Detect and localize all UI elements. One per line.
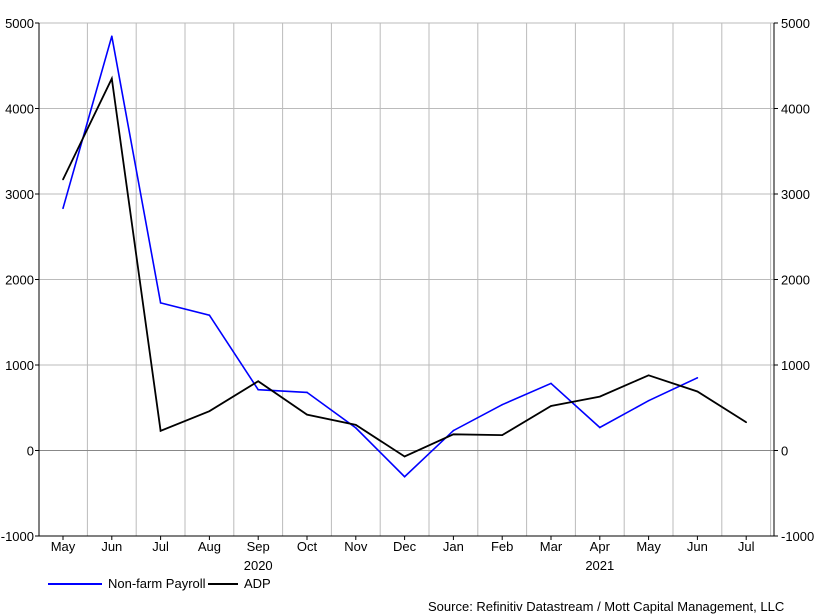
data-point — [452, 433, 455, 436]
axes — [35, 22, 778, 540]
year-label: 2020 — [244, 558, 273, 573]
series-lines — [62, 35, 747, 478]
x-tick-label: Jan — [443, 539, 464, 554]
data-point — [62, 207, 64, 210]
y-tick-label-right: 0 — [781, 444, 788, 459]
legend-swatch-black — [208, 582, 238, 585]
data-point — [208, 410, 211, 412]
data-point — [306, 391, 308, 394]
x-tick-label: Aug — [198, 539, 221, 554]
data-point — [501, 403, 504, 406]
data-point — [62, 178, 64, 181]
y-tick-label-right: 1000 — [781, 358, 810, 373]
x-tick-label: Mar — [540, 539, 563, 554]
y-tick-label-right: 5000 — [781, 16, 810, 31]
data-point — [403, 475, 406, 478]
data-point — [306, 413, 308, 416]
x-tick-label: Dec — [393, 539, 417, 554]
tick-labels: -1000 -1000 0 0 1000 1000 2000 2000 3000 3000 4000… — [1, 16, 815, 573]
y-tick-label-right: 2000 — [781, 273, 810, 288]
y-tick-label-left: 4000 — [5, 102, 34, 117]
data-point — [111, 35, 113, 37]
y-tick-label-left: 2000 — [5, 273, 34, 288]
x-tick-label: Apr — [590, 539, 611, 554]
data-point — [159, 302, 162, 304]
data-point — [696, 377, 699, 379]
data-point — [159, 430, 162, 432]
y-tick-label-left: 1000 — [5, 358, 34, 373]
x-tick-label: Sep — [247, 539, 270, 554]
data-point — [355, 424, 357, 426]
data-point — [208, 314, 211, 316]
data-point — [452, 429, 455, 432]
data-point — [647, 399, 650, 402]
legend-label: ADP — [244, 576, 271, 591]
data-point — [403, 455, 406, 458]
legend-item-non-farm-payroll: Non-farm Payroll — [48, 576, 206, 591]
legend-item-adp: ADP — [208, 576, 271, 591]
x-tick-label: Oct — [297, 539, 318, 554]
data-point — [355, 427, 357, 429]
y-tick-label-left: 0 — [27, 444, 34, 459]
y-tick-label-left: 5000 — [5, 16, 34, 31]
data-point — [501, 434, 504, 436]
data-point — [745, 421, 747, 424]
data-point — [696, 390, 699, 393]
y-tick-label-right: 3000 — [781, 187, 810, 202]
x-tick-label: May — [636, 539, 661, 554]
x-tick-label: Feb — [491, 539, 513, 554]
data-point — [111, 77, 113, 80]
series-line-non-farm-payroll — [62, 35, 698, 478]
data-point — [599, 395, 601, 398]
source-note: Source: Refinitiv Datastream / Mott Capi… — [428, 599, 785, 614]
y-tick-label-right: -1000 — [781, 529, 814, 544]
grid — [39, 22, 774, 536]
x-tick-label: May — [51, 539, 76, 554]
legend-label: Non-farm Payroll — [108, 576, 206, 591]
y-tick-label-left: -1000 — [1, 529, 34, 544]
series-line-adp — [62, 75, 747, 458]
x-tick-label: Nov — [344, 539, 368, 554]
y-tick-label-right: 4000 — [781, 102, 810, 117]
data-point — [257, 388, 260, 391]
x-tick-label: Jun — [101, 539, 122, 554]
data-point — [599, 426, 601, 429]
data-point — [647, 374, 650, 377]
data-point — [550, 405, 552, 407]
y-tick-label-left: 3000 — [5, 187, 34, 202]
x-tick-label: Jul — [738, 539, 755, 554]
x-tick-label: Jun — [687, 539, 708, 554]
data-point — [550, 382, 552, 385]
x-tick-label: Jul — [152, 539, 169, 554]
data-point — [257, 380, 260, 383]
legend-swatch-blue — [48, 582, 102, 585]
year-label: 2021 — [585, 558, 614, 573]
